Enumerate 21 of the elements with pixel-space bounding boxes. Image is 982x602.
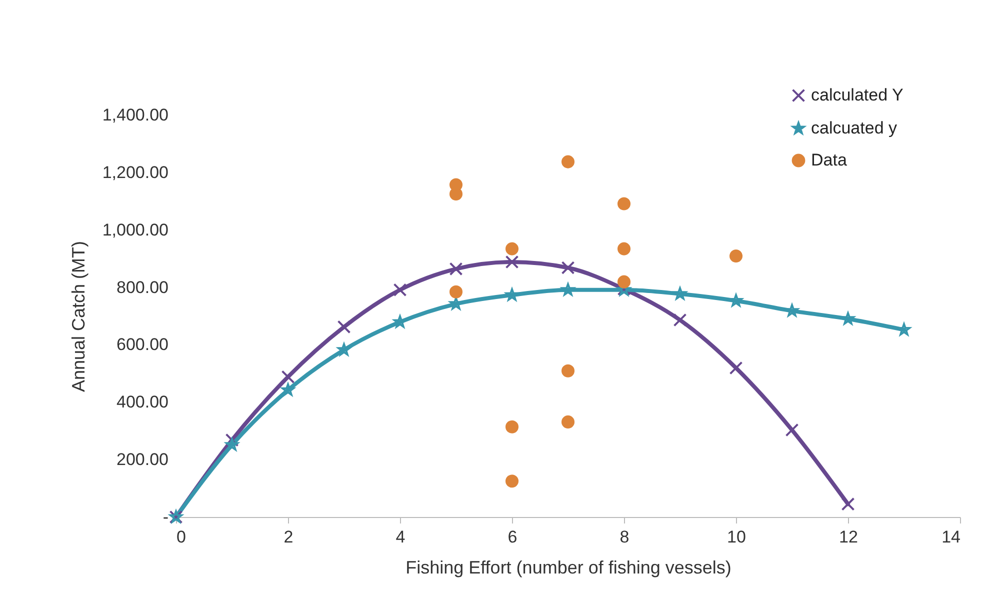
y-tick-label: 1,000.00	[102, 220, 168, 240]
y-tick-label: 1,200.00	[102, 162, 168, 182]
y-tick-label: 600.00	[116, 335, 168, 354]
x-tick-label: 10	[727, 528, 746, 546]
x-tick-label: 2	[284, 528, 294, 546]
x-tick-label: 0	[176, 528, 186, 546]
legend-label: calculated Y	[811, 86, 904, 104]
legend-label: calcuated y	[811, 118, 898, 138]
legend-label: Data	[811, 150, 848, 170]
x-tick-label: 6	[508, 528, 518, 546]
x-tick-label: 8	[620, 528, 630, 546]
x-tick-label: 14	[942, 528, 960, 546]
y-axis-title: Annual Catch (MT)	[68, 240, 88, 392]
y-tick-label: 800.00	[116, 278, 168, 297]
x-tick-label: 4	[396, 528, 406, 546]
x-axis-title: Fishing Effort (number of fishing vessels)	[406, 558, 732, 578]
y-tick-label: 1,400.00	[102, 106, 168, 124]
y-tick-label: 200.00	[116, 450, 168, 470]
x-tick-label: 12	[839, 528, 858, 546]
y-tick-label: 400.00	[116, 392, 168, 412]
y-tick-label: -	[162, 508, 168, 526]
